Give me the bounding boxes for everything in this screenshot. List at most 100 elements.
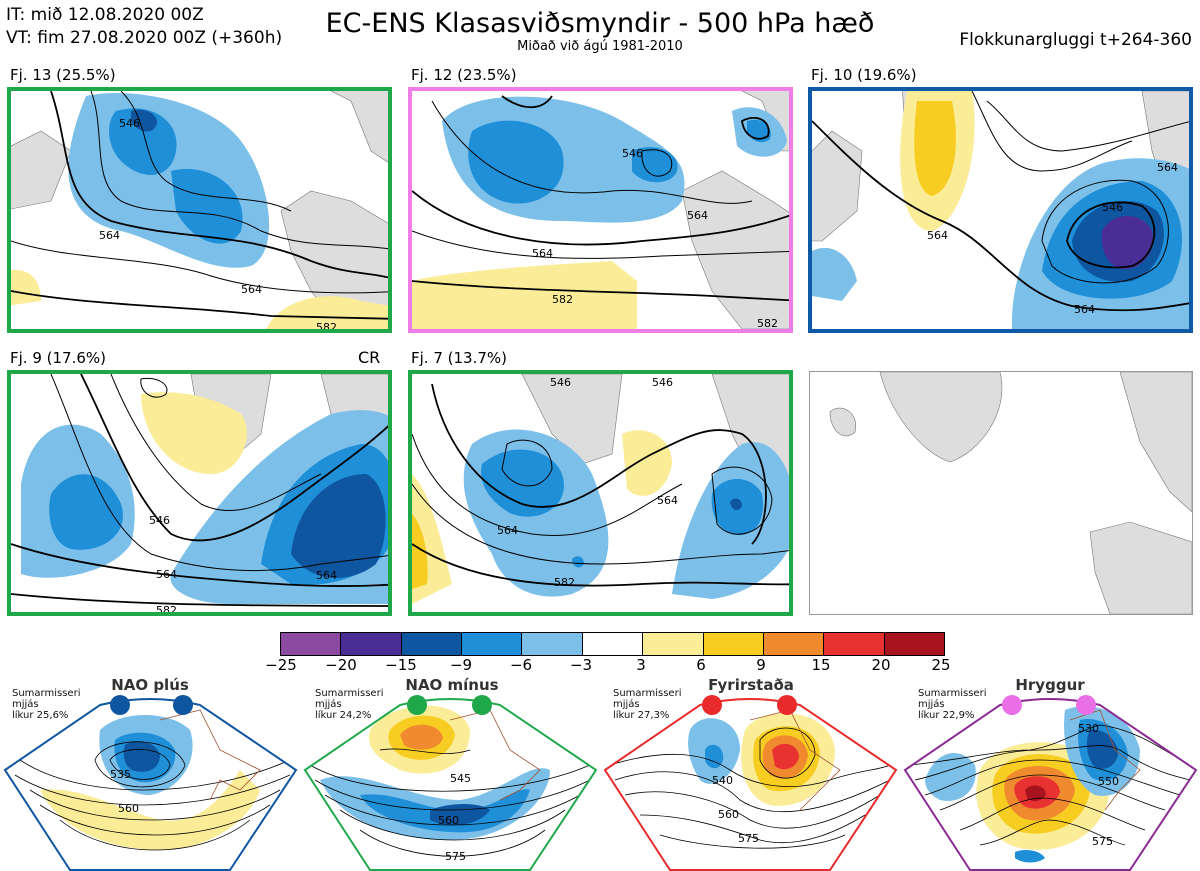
regime-dot	[777, 695, 797, 715]
colorbar-swatch	[762, 633, 824, 655]
contour-label: 582	[554, 576, 575, 589]
colorbar-swatch	[883, 633, 944, 655]
regime-dot	[1076, 695, 1096, 715]
panel-label-1: Fj. 13 (25.5%)	[10, 66, 116, 84]
regime-map-nao-plus: 535 560	[3, 695, 298, 871]
cluster-map-3: 564 546 564 564	[808, 87, 1193, 333]
map-2-graphics: 546 564 564 582 582	[412, 91, 789, 329]
header-info: IT: mið 12.08.2020 00Z VT: fim 27.08.202…	[6, 4, 282, 50]
colorbar-swatch	[823, 633, 884, 655]
regime-note: Sumarmisseri mjjás líkur 24,2%	[315, 688, 383, 721]
colorbar-tick: −15	[385, 656, 417, 674]
regime-dot	[472, 695, 492, 715]
colorbar-swatch	[400, 633, 462, 655]
colorbar-tick: −3	[569, 656, 593, 674]
contour-label: 564	[687, 209, 708, 222]
regime-note-line: Sumarmisseri	[613, 688, 682, 699]
regime-note-line: líkur 24,2%	[315, 710, 372, 721]
cluster-map-5: 546 546 564 564 582	[408, 370, 793, 616]
regime-dot	[702, 695, 722, 715]
colorbar	[280, 632, 945, 656]
regime-dot	[110, 695, 130, 715]
colorbar-tick: 25	[931, 656, 951, 674]
colorbar-tick: 15	[811, 656, 831, 674]
colorbar-tick: −9	[449, 656, 473, 674]
contour-label: 560	[438, 814, 459, 827]
contour-label: 564	[241, 283, 262, 296]
contour-label: 582	[316, 321, 337, 329]
contour-label: 564	[316, 569, 337, 582]
colorbar-tick: 20	[871, 656, 891, 674]
colorbar-tick: −6	[509, 656, 533, 674]
contour-label: 564	[927, 229, 948, 242]
map-3-graphics: 564 546 564 564	[812, 91, 1189, 329]
cluster-map-2: 546 564 564 582 582	[408, 87, 793, 333]
regime-map-ridge: 530 550 575	[903, 695, 1198, 871]
page-subtitle: Miðað við ágú 1981-2010	[517, 39, 683, 54]
regime-title-nao-plus: NAO plús	[111, 676, 189, 694]
colorbar-tick: 3	[636, 656, 646, 674]
cluster-map-4: 546 564 564 582	[7, 370, 392, 616]
map-6-graphics	[829, 372, 1192, 614]
regime-note: Sumarmisseri mjjás líkur 25,6%	[12, 688, 80, 721]
contour-label: 546	[119, 117, 140, 130]
contour-label: 582	[552, 293, 573, 306]
colorbar-swatch	[702, 633, 763, 655]
regime-note-line: líkur 25,6%	[12, 710, 69, 721]
regime-note-line: Sumarmisseri	[12, 688, 81, 699]
colorbar-tick: 6	[696, 656, 706, 674]
colorbar-swatch	[281, 633, 341, 655]
valid-time: VT: fim 27.08.2020 00Z (+360h)	[6, 28, 283, 48]
regime-title-nao-minus: NAO mínus	[405, 676, 499, 694]
colorbar-tick: 9	[756, 656, 766, 674]
contour-label: 540	[712, 774, 733, 787]
contour-label: 560	[718, 808, 739, 821]
contour-label: 545	[450, 772, 471, 785]
contour-label: 535	[110, 768, 131, 781]
contour-label: 546	[1102, 201, 1123, 214]
colorbar-tick: −20	[325, 656, 357, 674]
colorbar-swatch	[521, 633, 582, 655]
map-4-graphics: 546 564 564 582	[11, 374, 388, 612]
colorbar-swatch	[461, 633, 522, 655]
regime-title-ridge: Hryggur	[1015, 676, 1085, 694]
regime-note-line: líkur 22,9%	[918, 710, 975, 721]
contour-label: 550	[1098, 775, 1119, 788]
panel-label-5: Fj. 7 (13.7%)	[411, 349, 507, 367]
contour-label: 564	[1074, 303, 1095, 316]
contour-label: 564	[1157, 161, 1178, 174]
regime-note-line: líkur 27,3%	[613, 710, 670, 721]
cluster-map-1: 564 564 546 582	[7, 87, 392, 333]
panel-label-2: Fj. 12 (23.5%)	[411, 66, 517, 84]
initial-time: IT: mið 12.08.2020 00Z	[6, 5, 204, 25]
contour-label: 546	[622, 147, 643, 160]
regime-note-line: Sumarmisseri	[918, 688, 987, 699]
map-1-graphics: 564 564 546 582	[11, 91, 388, 329]
contour-label: 546	[149, 514, 170, 527]
contour-label: 564	[99, 229, 120, 242]
colorbar-swatch	[642, 633, 703, 655]
contour-label: 582	[156, 604, 177, 612]
cluster-map-empty	[809, 371, 1193, 615]
contour-label: 575	[1092, 835, 1113, 848]
contour-label: 575	[738, 832, 759, 845]
regime-dot	[1002, 695, 1022, 715]
regime-note-line: mjjás	[613, 699, 640, 710]
contour-label: 582	[757, 317, 778, 329]
contour-label: 546	[652, 376, 673, 389]
panel-label-3: Fj. 10 (19.6%)	[811, 66, 917, 84]
panel-label-4: Fj. 9 (17.6%)	[10, 349, 106, 367]
regime-note: Sumarmisseri mjjás líkur 22,9%	[918, 688, 986, 721]
contour-label: 530	[1078, 722, 1099, 735]
contour-label: 564	[497, 524, 518, 537]
page-title: EC-ENS Klasasviðsmyndir - 500 hPa hæð	[325, 8, 875, 39]
regime-note-line: Sumarmisseri	[315, 688, 384, 699]
contour-label: 564	[156, 568, 177, 581]
contour-label: 546	[550, 376, 571, 389]
regime-dot	[407, 695, 427, 715]
regime-map-blocking: 540 560 575	[603, 695, 898, 871]
clustering-window: Flokkunargluggi t+264-360	[959, 30, 1192, 50]
colorbar-swatch	[581, 633, 643, 655]
regime-note-line: mjjás	[315, 699, 342, 710]
cr-tag: CR	[358, 348, 381, 367]
